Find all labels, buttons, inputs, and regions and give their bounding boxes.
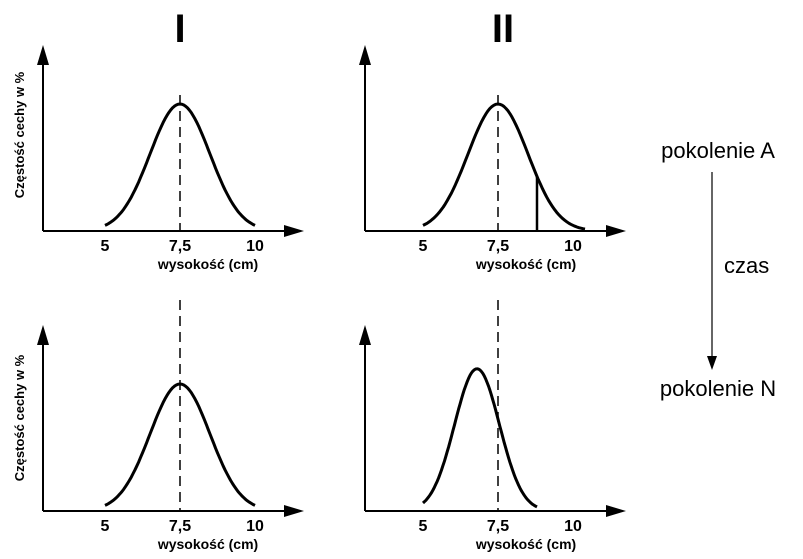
- x-tick-label: 5: [101, 518, 110, 535]
- x-axis-label: wysokość (cm): [475, 256, 576, 272]
- x-tick-label: 10: [564, 238, 582, 255]
- x-tick-label: 10: [246, 238, 264, 255]
- y-axis-label-top: Częstość cechy w %: [12, 71, 27, 198]
- generation-a-label: pokolenie A: [661, 138, 775, 163]
- x-tick-label: 5: [419, 238, 428, 255]
- distribution-curve: [422, 102, 586, 231]
- x-tick-label: 7,5: [169, 518, 191, 535]
- x-tick-label: 10: [564, 518, 582, 535]
- y-axis-arrow-icon: [37, 45, 49, 65]
- y-axis-arrow-icon: [359, 325, 371, 345]
- generation-n-label: pokolenie N: [660, 376, 776, 401]
- x-axis-arrow-icon: [606, 505, 626, 517]
- x-axis-arrow-icon: [284, 505, 304, 517]
- x-axis-arrow-icon: [284, 225, 304, 237]
- y-axis-label-bottom: Częstość cechy w %: [12, 354, 27, 481]
- distribution-curve: [421, 367, 538, 509]
- y-axis-arrow-icon: [359, 45, 371, 65]
- column-title-ii: II: [492, 7, 514, 51]
- time-label: czas: [724, 253, 769, 278]
- y-axis-arrow-icon: [37, 325, 49, 345]
- x-tick-label: 7,5: [169, 238, 191, 255]
- x-tick-label: 10: [246, 518, 264, 535]
- time-arrow-head: [707, 356, 717, 370]
- x-tick-label: 7,5: [487, 518, 509, 535]
- x-tick-label: 5: [419, 518, 428, 535]
- x-axis-arrow-icon: [606, 225, 626, 237]
- x-axis-label: wysokość (cm): [157, 536, 258, 552]
- x-axis-label: wysokość (cm): [475, 536, 576, 552]
- x-tick-label: 5: [101, 238, 110, 255]
- x-axis-label: wysokość (cm): [157, 256, 258, 272]
- x-tick-label: 7,5: [487, 238, 509, 255]
- column-title-i: I: [174, 7, 185, 51]
